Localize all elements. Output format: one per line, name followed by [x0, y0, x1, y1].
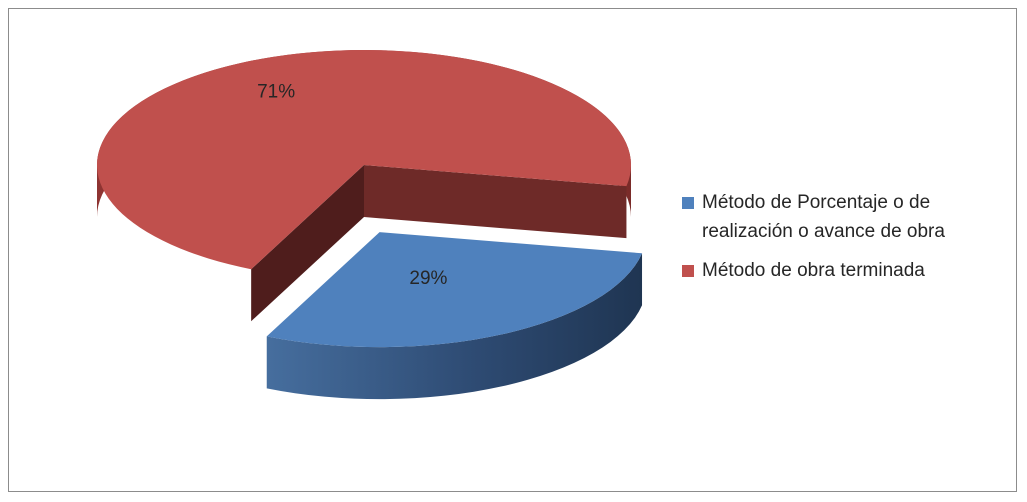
data-label-completed-work: 71%	[257, 81, 295, 102]
data-label-percentage-method: 29%	[409, 268, 447, 289]
pie-slice-side-percentage-method	[266, 253, 643, 400]
legend: Método de Porcentaje o de realización o …	[682, 188, 1012, 295]
pie-slice-wall-completed-work-left	[364, 165, 627, 239]
legend-swatch-blue	[682, 197, 694, 209]
legend-item-percentage-method[interactable]: Método de Porcentaje o de realización o …	[682, 188, 1012, 246]
pie-slice-percentage-method	[266, 232, 643, 348]
legend-label: Método de obra terminada	[702, 260, 925, 281]
legend-label: Método de Porcentaje o de realización o …	[702, 192, 945, 242]
pie-slice-wall-completed-work-right	[251, 165, 364, 322]
legend-swatch-red	[682, 265, 694, 277]
pie-slice-completed-work	[96, 49, 631, 270]
legend-item-completed-work-method[interactable]: Método de obra terminada	[682, 256, 1012, 285]
